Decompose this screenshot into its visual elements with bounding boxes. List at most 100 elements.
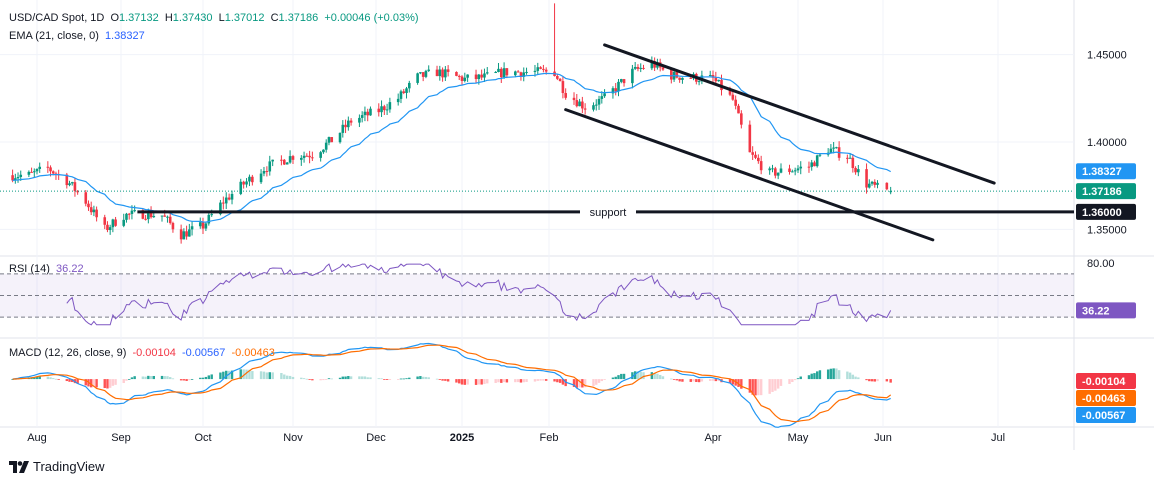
candle-body	[14, 178, 17, 181]
macd-histogram-bar	[11, 379, 14, 380]
candle-body	[466, 74, 469, 78]
time-tick-label: Apr	[704, 432, 721, 444]
candle-body	[818, 154, 822, 156]
candle-body	[597, 98, 601, 105]
candle-body	[463, 77, 467, 81]
candle-body	[108, 227, 112, 231]
candle-body	[611, 88, 615, 94]
candle-body	[152, 215, 156, 218]
macd-histogram-bar	[76, 379, 79, 384]
candle-body	[388, 102, 392, 110]
candle-body	[441, 69, 444, 78]
macd-histogram-bar	[446, 379, 450, 382]
candle-body	[754, 154, 757, 158]
macd-histogram-bar	[103, 379, 106, 389]
candle-body	[87, 203, 90, 208]
candle-body	[708, 74, 712, 76]
macd-histogram-bar	[230, 370, 234, 380]
macd-histogram-bar	[291, 376, 295, 380]
candle-body	[697, 81, 701, 83]
high-label: H	[164, 12, 173, 24]
candle-body	[480, 74, 483, 78]
macd-histogram-bar	[245, 369, 248, 380]
macd-histogram-bar	[242, 369, 245, 380]
candle-body	[889, 191, 892, 193]
macd-histogram-bar	[366, 377, 369, 380]
macd-histogram-bar	[709, 379, 712, 381]
candle-body	[734, 99, 737, 106]
macd-histogram-bar	[639, 371, 642, 380]
macd-histogram-bar	[92, 379, 96, 388]
candle-body	[349, 120, 353, 123]
candle-body	[363, 111, 367, 116]
candle-body	[851, 157, 855, 169]
high-value: 1.37430	[172, 12, 213, 24]
candle-body	[653, 61, 656, 68]
candle-body	[160, 215, 164, 217]
time-tick-label: 2025	[450, 432, 474, 444]
candle-body	[776, 172, 780, 176]
macd-histogram-bar	[653, 373, 656, 380]
candle-body	[300, 157, 303, 160]
macd-histogram-group	[11, 368, 892, 396]
time-tick-label: May	[788, 432, 809, 444]
macd-histogram-bar	[408, 377, 411, 380]
macd-histogram-bar	[620, 373, 623, 380]
last-price-badge-label: 1.37186	[1082, 186, 1122, 198]
macd-histogram-bar	[49, 377, 52, 380]
candle-body	[544, 69, 548, 72]
candle-body	[122, 219, 126, 226]
support-label: support	[590, 207, 627, 219]
macd-histogram-bar	[52, 378, 55, 380]
macd-histogram-bar	[650, 372, 654, 380]
macd-histogram-bar	[870, 379, 874, 382]
candle-body	[141, 210, 145, 219]
macd-histogram-bar	[514, 379, 517, 383]
macd-histogram-bar	[185, 379, 188, 381]
candle-body	[435, 69, 439, 77]
macd-histogram-bar	[539, 379, 542, 381]
macd-histogram-bar	[95, 379, 98, 388]
candle-body	[239, 181, 243, 194]
macd-histogram-bar	[188, 379, 191, 381]
candle-body	[457, 75, 461, 77]
candle-body	[578, 101, 581, 107]
macd-histogram-bar	[68, 379, 71, 382]
macd-histogram-bar	[592, 379, 595, 387]
candle-body	[505, 68, 509, 76]
price-tick-label: 1.45000	[1087, 50, 1127, 62]
candle-body	[265, 170, 269, 172]
macd-histogram-bar	[536, 379, 539, 381]
candle-body	[259, 173, 263, 183]
candle-body	[347, 120, 350, 128]
candle-body	[675, 71, 679, 78]
rsi-tick-label: 80.00	[1087, 258, 1115, 270]
candle-body	[11, 175, 14, 181]
macd-histogram-bar	[125, 379, 128, 381]
tradingview-logo[interactable]: TradingView	[9, 459, 105, 474]
open-label: O	[110, 12, 119, 24]
candle-body	[603, 93, 606, 97]
candle-body	[38, 166, 42, 169]
price-tick-label: 1.35000	[1087, 224, 1127, 236]
candle-body	[322, 149, 325, 153]
ema-price-badge-label: 1.38327	[1082, 166, 1122, 178]
candle-body	[16, 176, 20, 179]
candle-body	[198, 222, 202, 227]
macd-histogram-bar	[572, 379, 576, 387]
macd-histogram-bar	[84, 379, 87, 386]
candle-body	[396, 98, 400, 103]
candle-body	[282, 159, 286, 165]
macd-histogram-bar	[441, 379, 444, 381]
time-tick-label: Sep	[111, 432, 131, 444]
candle-body	[210, 214, 214, 216]
candle-body	[147, 211, 150, 220]
candle-body	[583, 108, 587, 110]
macd-histogram-bar	[681, 379, 684, 382]
macd-histogram-bar	[889, 379, 892, 383]
macd-histogram-bar	[466, 379, 469, 385]
macd-histogram-bar	[779, 379, 783, 386]
macd-histogram-bar	[748, 379, 752, 393]
candle-body	[681, 77, 684, 80]
